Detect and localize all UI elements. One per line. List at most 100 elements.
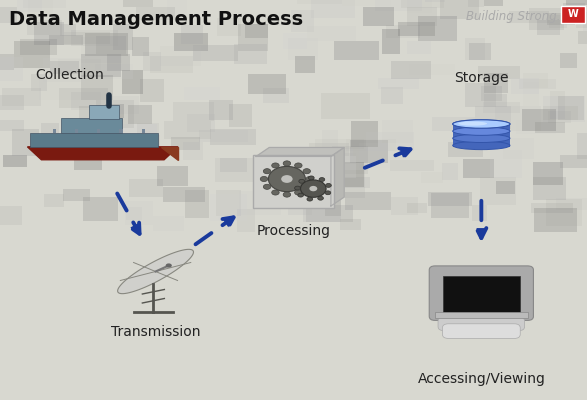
Circle shape	[283, 161, 291, 166]
Bar	[288, 196, 312, 215]
Bar	[382, 120, 413, 143]
Bar	[321, 93, 370, 118]
Bar	[217, 190, 241, 216]
Bar	[0, 54, 14, 70]
Bar	[532, 176, 566, 200]
Bar	[12, 129, 39, 156]
Bar	[548, 112, 571, 123]
Bar	[508, 11, 548, 23]
Bar	[14, 41, 50, 68]
Bar	[549, 14, 567, 28]
FancyBboxPatch shape	[561, 6, 585, 23]
Bar	[325, 194, 341, 216]
Bar	[142, 128, 145, 133]
Bar	[81, 37, 122, 63]
Bar	[340, 219, 361, 230]
Bar	[217, 18, 241, 36]
Bar	[129, 180, 163, 197]
Bar	[238, 24, 268, 51]
Bar	[311, 0, 355, 18]
Circle shape	[295, 190, 302, 195]
Bar	[43, 194, 63, 206]
Bar	[571, 0, 587, 3]
Bar	[83, 196, 118, 221]
Bar	[561, 52, 577, 68]
Bar	[315, 138, 364, 149]
Bar	[583, 6, 587, 31]
Bar	[534, 208, 577, 232]
Bar	[183, 142, 203, 160]
Bar	[237, 209, 255, 232]
Bar	[475, 106, 511, 129]
Bar	[107, 54, 130, 71]
Ellipse shape	[453, 134, 510, 142]
Bar	[391, 197, 419, 215]
Bar	[576, 12, 587, 28]
Bar	[418, 16, 457, 41]
Bar	[480, 177, 515, 205]
Bar	[73, 158, 102, 170]
Bar	[531, 203, 573, 213]
Bar	[63, 189, 90, 201]
Text: Data Management Process: Data Management Process	[9, 10, 303, 29]
Bar	[28, 0, 53, 16]
Bar	[484, 0, 504, 6]
Bar	[309, 148, 353, 160]
Bar	[563, 3, 585, 18]
Bar	[359, 143, 390, 168]
Bar	[96, 36, 126, 54]
Bar	[560, 155, 587, 168]
Polygon shape	[161, 147, 178, 160]
Ellipse shape	[453, 127, 510, 135]
FancyBboxPatch shape	[89, 105, 120, 119]
FancyBboxPatch shape	[61, 118, 122, 133]
Bar	[467, 0, 484, 7]
Circle shape	[307, 197, 313, 201]
Bar	[245, 24, 268, 38]
Ellipse shape	[458, 122, 487, 126]
Bar	[496, 181, 515, 194]
Bar	[381, 87, 403, 104]
Bar	[174, 33, 208, 51]
Bar	[210, 129, 256, 145]
Bar	[20, 38, 58, 55]
Bar	[96, 64, 133, 79]
Bar	[248, 74, 286, 94]
Bar	[120, 128, 123, 133]
Bar	[82, 54, 121, 77]
Bar	[215, 158, 262, 182]
Bar	[126, 207, 142, 220]
FancyBboxPatch shape	[443, 324, 520, 338]
Bar	[187, 114, 215, 132]
Bar	[547, 13, 575, 25]
Circle shape	[295, 186, 301, 190]
Bar	[566, 0, 587, 5]
Circle shape	[318, 196, 323, 200]
Bar	[120, 136, 160, 162]
Bar	[42, 123, 59, 137]
Bar	[0, 206, 22, 225]
Circle shape	[326, 184, 331, 187]
Polygon shape	[331, 148, 344, 206]
Circle shape	[303, 184, 311, 189]
Bar	[59, 88, 107, 108]
Bar	[346, 139, 396, 151]
Bar	[79, 106, 106, 126]
Bar	[543, 106, 578, 120]
Bar	[523, 82, 539, 106]
Bar	[440, 0, 480, 18]
Bar	[303, 199, 341, 222]
FancyBboxPatch shape	[453, 122, 510, 147]
Text: Building Strong.: Building Strong.	[466, 10, 561, 23]
Circle shape	[299, 179, 305, 183]
Text: Accessing/Viewing: Accessing/Viewing	[417, 372, 545, 386]
Bar	[173, 102, 214, 121]
Bar	[296, 0, 342, 4]
Bar	[184, 87, 220, 100]
Circle shape	[325, 191, 331, 195]
Bar	[329, 170, 365, 198]
Bar	[140, 79, 164, 102]
FancyBboxPatch shape	[253, 154, 334, 208]
Text: Processing: Processing	[257, 224, 330, 238]
Bar	[484, 94, 507, 107]
